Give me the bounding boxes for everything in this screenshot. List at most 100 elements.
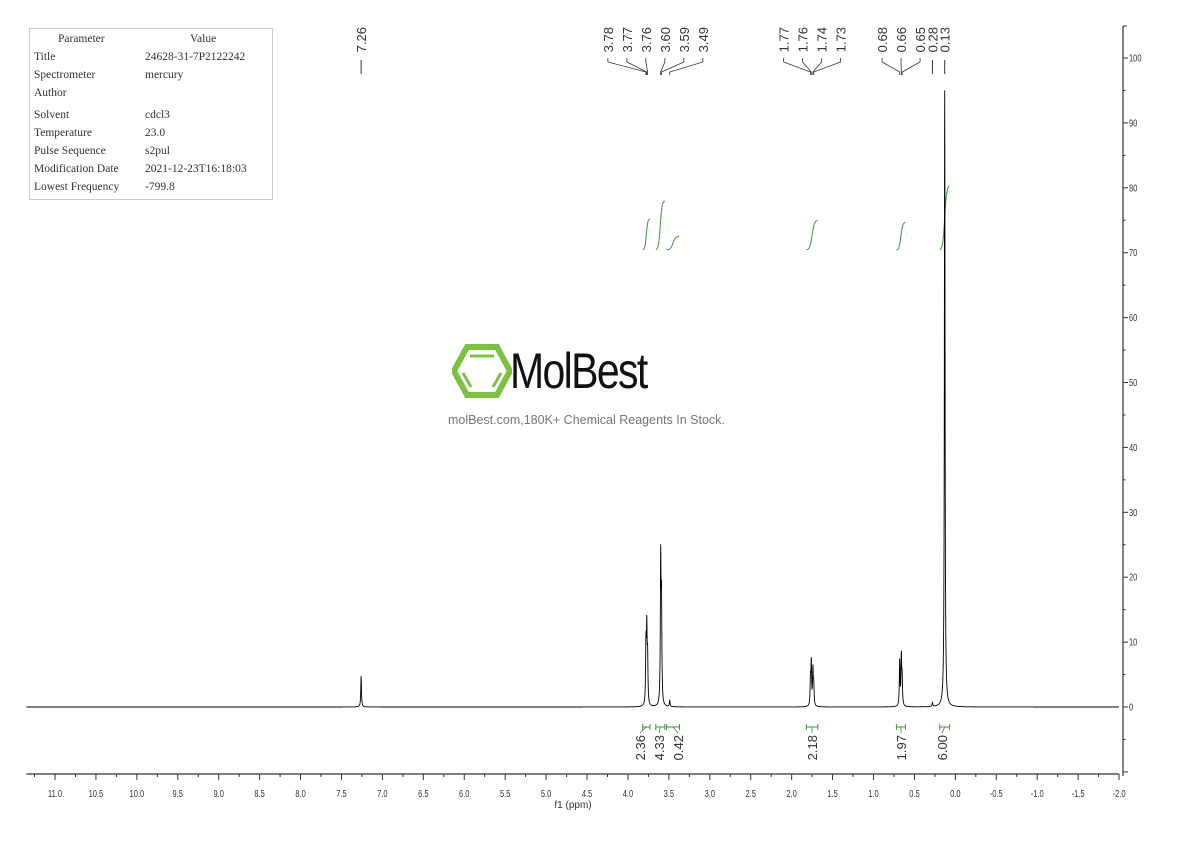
peak-label: 3.49 <box>696 27 711 52</box>
x-tick-label: 1.5 <box>827 788 837 799</box>
peak-label: 3.60 <box>658 27 673 52</box>
integral-labels: 2.36 4.33 0.42 2.18 1.97 6.00 <box>633 724 951 760</box>
integral-value-label: 1.97 <box>894 735 909 760</box>
peak-label: 0.65 <box>913 27 928 52</box>
x-tick-label: 3.0 <box>705 788 715 799</box>
peak-label-connector <box>607 58 647 75</box>
x-tick-label: 4.0 <box>623 788 633 799</box>
peak-label-connector <box>669 58 704 75</box>
x-tick-label: 8.5 <box>254 788 264 799</box>
integral-value-label: 4.33 <box>652 735 667 760</box>
parameter-name: Spectrometer <box>34 69 96 81</box>
integral-connector <box>672 726 679 734</box>
y-tick-label: 90 <box>1129 117 1137 128</box>
integral-connector <box>639 726 647 734</box>
parameter-value: 23.0 <box>145 127 166 139</box>
integral-connector <box>658 726 661 734</box>
peak-label: 3.77 <box>620 27 635 52</box>
peak-label: 0.28 <box>925 27 940 52</box>
parameter-name: Lowest Frequency <box>34 181 120 193</box>
parameter-value: 24628-31-7P2122242 <box>145 51 246 63</box>
y-tick-label: 0 <box>1129 701 1133 712</box>
x-tick-label: 9.5 <box>173 788 183 799</box>
parameter-name: Pulse Sequence <box>34 145 106 157</box>
integral-value-label: 2.36 <box>633 735 648 760</box>
integral-value-label: 2.18 <box>805 735 820 760</box>
peak-label: 0.13 <box>938 27 953 52</box>
x-tick-label: 7.0 <box>377 788 387 799</box>
integral-value-label: 0.42 <box>671 735 686 760</box>
x-tick-label: 5.0 <box>541 788 551 799</box>
x-tick-label: -2.0 <box>1113 788 1126 799</box>
y-tick-label: 50 <box>1129 377 1137 388</box>
y-axis: 0 10 20 30 40 50 60 70 80 90 100 <box>1122 25 1142 776</box>
integral-curve <box>806 219 818 251</box>
parameter-table: Parameter Value Title 24628-31-7P2122242 S… <box>29 28 273 200</box>
x-tick-label: -1.0 <box>1031 788 1044 799</box>
integral-connector <box>941 726 946 734</box>
peak-label: 1.77 <box>777 27 792 52</box>
peak-label: 3.76 <box>639 27 654 52</box>
molbest-logo-icon <box>452 344 512 398</box>
peak-label-connector <box>660 58 666 75</box>
peak-label-connector <box>901 58 921 75</box>
peak-labels: 7.26 3.78 3.77 3.76 3.60 3.59 3.49 1.77 1.76 1.74… <box>354 27 953 75</box>
peak-label-connector <box>813 58 842 75</box>
peak-label-connector <box>802 58 812 75</box>
x-tick-label: 4.5 <box>582 788 592 799</box>
x-tick-label: 1.0 <box>868 788 878 799</box>
x-tick-label: -0.5 <box>990 788 1003 799</box>
x-axis-label: f1 (ppm) <box>554 800 591 811</box>
y-tick-label: 60 <box>1129 312 1137 323</box>
peak-label: 1.73 <box>834 27 849 52</box>
integral-curve <box>666 235 680 251</box>
y-tick-label: 70 <box>1129 247 1137 258</box>
y-tick-label: 100 <box>1129 52 1142 63</box>
integral-value-label: 6.00 <box>935 735 950 760</box>
x-tick-label: 0.5 <box>909 788 919 799</box>
x-axis: 11.0 10.5 10.0 9.5 9.0 8.5 8.0 7.5 7.0 6.5 6.0 5.5 5… <box>26 773 1126 799</box>
parameter-name: Author <box>34 87 67 99</box>
integral-curve <box>896 221 906 251</box>
parameter-value: 2021-12-23T16:18:03 <box>145 163 247 175</box>
y-tick-label: 40 <box>1129 442 1137 453</box>
x-tick-label: 8.0 <box>295 788 305 799</box>
x-tick-label: 11.0 <box>48 788 62 799</box>
x-tick-label: 7.5 <box>336 788 346 799</box>
y-tick-label: 20 <box>1129 572 1137 583</box>
peak-label: 1.74 <box>815 27 830 52</box>
x-tick-label: 3.5 <box>664 788 674 799</box>
x-tick-label: 6.0 <box>459 788 469 799</box>
parameter-name: Solvent <box>34 109 70 121</box>
table-header-parameter: Parameter <box>58 33 105 45</box>
peak-label-connector <box>661 58 685 75</box>
parameter-value: mercury <box>145 69 184 81</box>
peak-label-connector <box>881 58 901 75</box>
integral-curves <box>642 185 950 251</box>
table-header-value: Value <box>190 33 217 45</box>
peak-label: 7.26 <box>354 27 369 52</box>
peak-label: 3.59 <box>677 27 692 52</box>
x-tick-label: 2.5 <box>746 788 756 799</box>
x-tick-label: -1.5 <box>1072 788 1085 799</box>
integral-curve <box>642 218 651 251</box>
y-tick-label: 80 <box>1129 182 1137 193</box>
x-tick-label: 0.0 <box>950 788 960 799</box>
x-tick-label: 9.0 <box>213 788 223 799</box>
spectrum-line <box>26 90 1119 708</box>
y-tick-label: 10 <box>1129 637 1137 648</box>
peak-label-connector <box>626 58 648 75</box>
molbest-tagline: molBest.com,180K+ Chemical Reagents In S… <box>448 413 725 427</box>
parameter-name: Modification Date <box>34 163 119 175</box>
x-tick-label: 10.0 <box>130 788 145 799</box>
peak-label: 1.76 <box>796 27 811 52</box>
peak-label: 0.66 <box>894 27 909 52</box>
parameter-value: s2pul <box>145 145 170 157</box>
peak-label: 0.68 <box>875 27 890 52</box>
peak-label-connector <box>783 58 811 75</box>
peak-label-connector <box>812 58 823 75</box>
x-tick-label: 2.0 <box>786 788 796 799</box>
molbest-logo-text: MolBest <box>510 343 648 399</box>
y-tick-label: 30 <box>1129 507 1137 518</box>
